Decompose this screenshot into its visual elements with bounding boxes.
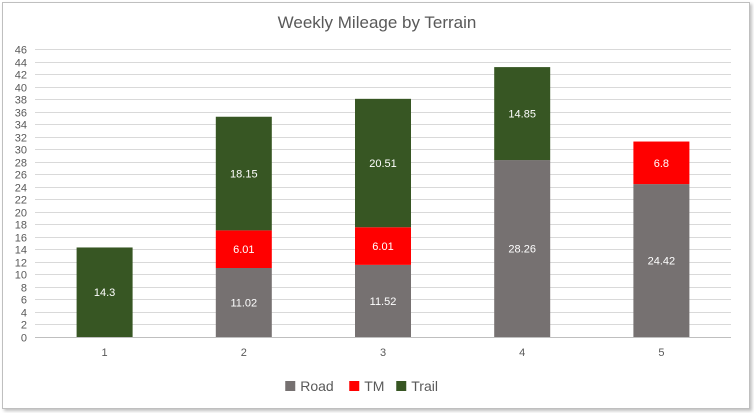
legend-swatch-tm xyxy=(349,381,360,391)
data-label: 11.52 xyxy=(370,296,397,308)
data-label: 24.42 xyxy=(648,256,676,268)
data-label: 28.26 xyxy=(508,244,536,256)
legend-swatch-trail xyxy=(396,381,407,391)
legend-label-trail: Trail xyxy=(411,378,438,394)
legend: Road TM Trail xyxy=(285,378,438,394)
y-tick-label: 4 xyxy=(21,308,27,320)
x-tick-label: 5 xyxy=(658,347,664,359)
data-label: 11.02 xyxy=(230,298,257,310)
bar-segment-trail xyxy=(494,67,551,161)
bar-segment-road xyxy=(633,184,690,337)
data-label: 14.85 xyxy=(508,109,536,121)
y-tick-label: 30 xyxy=(15,145,27,157)
x-tick-label: 1 xyxy=(102,347,108,359)
y-tick-label: 38 xyxy=(15,95,27,107)
y-tick-label: 24 xyxy=(15,183,27,195)
legend-swatch-road xyxy=(285,381,296,391)
bar-segment-road xyxy=(215,268,272,337)
y-tick-label: 2 xyxy=(21,320,27,332)
data-label: 18.15 xyxy=(230,169,258,181)
bar-segment-tm xyxy=(215,230,272,269)
chart-title: Weekly Mileage by Terrain xyxy=(278,13,477,32)
y-tick-label: 8 xyxy=(21,283,27,295)
x-tick-label: 4 xyxy=(519,347,525,359)
y-tick-label: 44 xyxy=(15,58,27,70)
y-tick-label: 36 xyxy=(15,108,27,120)
bar-segment-road xyxy=(355,264,411,337)
x-tick-label: 2 xyxy=(241,347,247,359)
y-tick-label: 0 xyxy=(21,333,27,345)
bars xyxy=(76,67,690,337)
y-tick-label: 42 xyxy=(15,70,27,82)
y-tick-label: 18 xyxy=(15,220,27,232)
y-tick-label: 12 xyxy=(15,258,27,270)
y-tick-label: 22 xyxy=(15,195,27,207)
bar-segment-tm xyxy=(633,141,690,185)
legend-label-tm: TM xyxy=(364,378,384,394)
data-label: 6.01 xyxy=(233,244,254,256)
y-tick-label: 32 xyxy=(15,133,27,145)
bar-segment-trail xyxy=(76,247,133,337)
y-tick-label: 34 xyxy=(15,120,27,132)
bar-segment-trail xyxy=(215,116,272,231)
y-axis: 0246810121416182022242628303234363840424… xyxy=(15,45,27,345)
legend-label-road: Road xyxy=(300,378,333,394)
bar-segment-road xyxy=(494,160,551,337)
x-axis: 1 2 3 4 5 xyxy=(35,337,731,359)
bar-segment-tm xyxy=(355,227,411,265)
data-label: 6.01 xyxy=(372,241,393,253)
y-tick-label: 16 xyxy=(15,233,27,245)
data-labels: 14.3 11.02 6.01 18.15 11.52 6.01 20.51 28.26 14.… xyxy=(94,109,675,310)
data-label: 20.51 xyxy=(369,158,397,170)
y-tick-label: 6 xyxy=(21,295,27,307)
data-label: 14.3 xyxy=(94,287,115,299)
y-tick-label: 46 xyxy=(15,45,27,57)
y-tick-label: 20 xyxy=(15,208,27,220)
x-tick-label: 3 xyxy=(380,347,386,359)
bar-segment-trail xyxy=(355,98,411,228)
y-tick-label: 10 xyxy=(15,270,27,282)
y-tick-label: 14 xyxy=(15,245,27,257)
y-tick-label: 26 xyxy=(15,170,27,182)
y-tick-label: 40 xyxy=(15,83,27,95)
data-label: 6.8 xyxy=(654,158,669,170)
y-tick-label: 28 xyxy=(15,158,27,170)
